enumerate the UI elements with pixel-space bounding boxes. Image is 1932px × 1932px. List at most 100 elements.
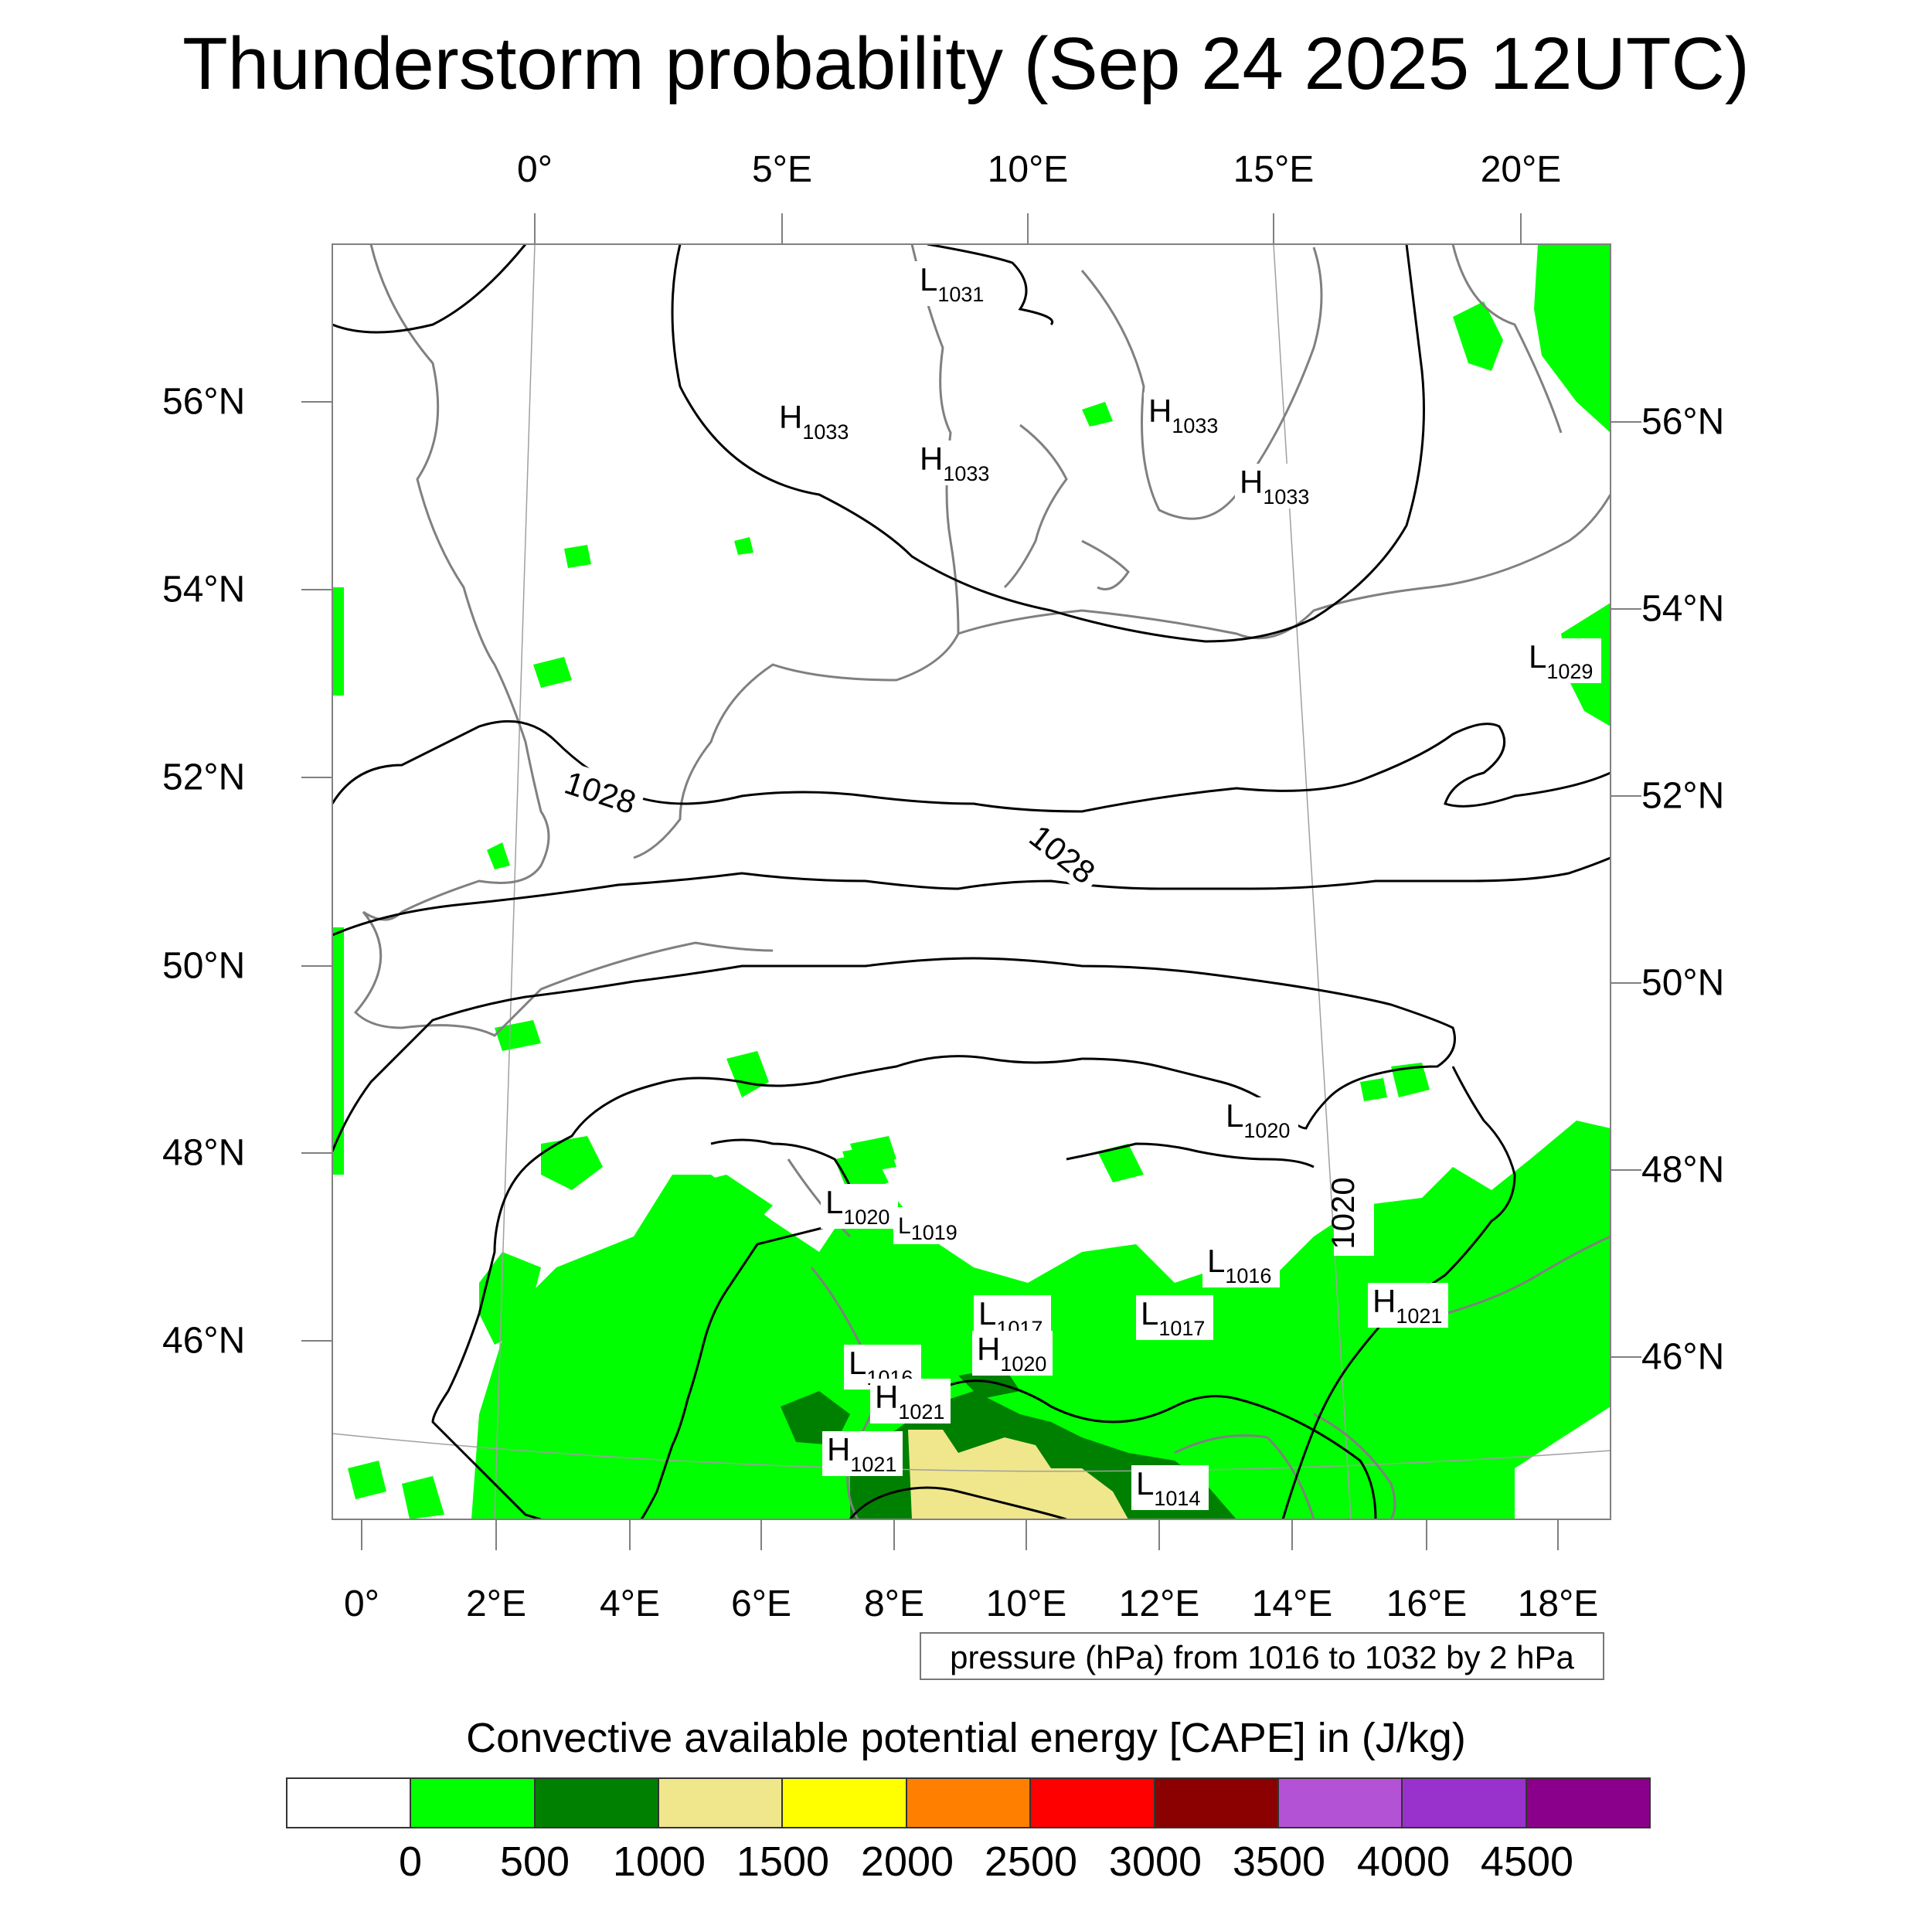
pressure-note: pressure (hPa) from 1016 to 1032 by 2 hP… — [920, 1632, 1604, 1680]
left-lat-label: 54°N — [162, 569, 246, 611]
colorbar — [286, 1777, 1651, 1828]
center-value: 1033 — [1172, 414, 1218, 437]
colorbar-label: 3000 — [1108, 1838, 1202, 1885]
center-type: L — [1226, 1097, 1243, 1134]
right-lat-label: 54°N — [1641, 588, 1725, 630]
center-value: 1029 — [1546, 660, 1593, 683]
colorbar-swatch — [1155, 1779, 1279, 1827]
colorbar-swatch — [535, 1779, 660, 1827]
colorbar-label: 2500 — [984, 1838, 1078, 1885]
center-type: H — [977, 1331, 1000, 1367]
center-value: 1033 — [943, 462, 989, 485]
colorbar-label: 4500 — [1480, 1838, 1574, 1885]
center-value: 1033 — [802, 420, 849, 444]
colorbar-swatch — [783, 1779, 907, 1827]
center-type: L — [849, 1345, 866, 1381]
contour-label: 1020 — [1325, 1177, 1361, 1249]
legend-title: Convective available potential energy [C… — [466, 1715, 1466, 1761]
top-lon-label: 10°E — [987, 149, 1069, 190]
left-lat-label: 46°N — [162, 1320, 246, 1362]
center-type: L — [825, 1184, 843, 1220]
bottom-ticks — [361, 1519, 1559, 1550]
svg-text:L1020: L1020 — [1226, 1097, 1290, 1142]
bottom-lon-label: 12°E — [1118, 1583, 1200, 1624]
right-lat-label: 50°N — [1641, 962, 1725, 1004]
center-type: H — [875, 1379, 898, 1415]
center-value: 1020 — [843, 1206, 889, 1229]
colorbar-swatch — [1278, 1779, 1403, 1827]
center-value: 1021 — [898, 1400, 944, 1423]
svg-text:L1019: L1019 — [898, 1213, 957, 1244]
colorbar-label: 3500 — [1232, 1838, 1326, 1885]
center-type: L — [1141, 1295, 1158, 1332]
bottom-lon-label: 16°E — [1386, 1583, 1468, 1624]
bottom-lon-label: 6°E — [731, 1583, 791, 1624]
top-lon-label: 5°E — [752, 149, 812, 190]
center-value: 1021 — [1396, 1304, 1442, 1328]
center-type: H — [1240, 464, 1263, 500]
right-ticks — [1611, 421, 1641, 1358]
colorbar-swatch — [659, 1779, 784, 1827]
center-value: 1021 — [850, 1453, 896, 1476]
center-type: L — [1207, 1243, 1225, 1279]
center-type: L — [898, 1213, 911, 1239]
pressure-center-labels: L1031 H1033 H1033 H1033 H1033 L1029 L102… — [774, 261, 1601, 1510]
bottom-lon-label: 4°E — [600, 1583, 660, 1624]
center-type: H — [1148, 393, 1172, 429]
svg-text:L1017: L1017 — [1141, 1295, 1205, 1340]
cape-fill-high — [908, 1430, 1128, 1519]
right-lat-label: 48°N — [1641, 1149, 1725, 1191]
svg-text:L1031: L1031 — [920, 261, 984, 306]
svg-text:H1021: H1021 — [1372, 1283, 1442, 1328]
center-value: 1017 — [1158, 1317, 1205, 1340]
bottom-lon-label: 0° — [344, 1583, 379, 1624]
center-type: H — [920, 440, 943, 477]
center-value: 1014 — [1154, 1487, 1200, 1510]
colorbar-label: 1500 — [736, 1838, 830, 1885]
map-frame — [332, 243, 1611, 1520]
svg-text:L1029: L1029 — [1529, 638, 1593, 683]
colorbar-swatch — [906, 1779, 1032, 1827]
svg-text:H1033: H1033 — [1240, 464, 1309, 509]
colorbar-swatch — [287, 1779, 412, 1827]
colorbar-swatch — [1526, 1779, 1649, 1827]
contour-value-labels: 1028 1028 1020 — [553, 760, 1374, 1256]
svg-text:H1021: H1021 — [827, 1431, 896, 1476]
center-value: 1020 — [1243, 1119, 1290, 1142]
center-type: H — [827, 1431, 850, 1468]
colorbar-label: 4000 — [1356, 1838, 1451, 1885]
svg-text:L1014: L1014 — [1136, 1465, 1200, 1510]
top-lon-label: 15°E — [1233, 149, 1315, 190]
colorbar-swatch — [1031, 1779, 1155, 1827]
center-type: L — [1136, 1465, 1154, 1502]
colorbar-label: 2000 — [860, 1838, 954, 1885]
center-value: 1033 — [1263, 485, 1309, 509]
colorbar-swatch — [1403, 1779, 1527, 1827]
bottom-lon-label: 14°E — [1251, 1583, 1333, 1624]
center-type: L — [978, 1295, 996, 1332]
svg-text:L1020: L1020 — [825, 1184, 889, 1229]
top-ticks — [534, 213, 1522, 244]
top-lon-label: 20°E — [1480, 149, 1562, 190]
right-lat-label: 56°N — [1641, 401, 1725, 443]
left-lat-label: 48°N — [162, 1132, 246, 1174]
colorbar-label: 1000 — [612, 1838, 706, 1885]
center-type: H — [1372, 1283, 1396, 1319]
center-value: 1019 — [911, 1221, 957, 1244]
bottom-lon-label: 8°E — [864, 1583, 924, 1624]
center-type: L — [1529, 638, 1546, 675]
bottom-lon-label: 18°E — [1517, 1583, 1599, 1624]
colorbar-label: 0 — [398, 1838, 423, 1885]
svg-text:H1033: H1033 — [920, 440, 989, 485]
center-type: L — [920, 261, 937, 298]
svg-text:H1020: H1020 — [977, 1331, 1046, 1376]
bottom-lon-label: 2°E — [466, 1583, 526, 1624]
coastlines — [353, 244, 1611, 1519]
right-lat-label: 46°N — [1641, 1336, 1725, 1378]
bottom-lon-label: 10°E — [985, 1583, 1067, 1624]
left-ticks — [301, 401, 332, 1342]
chart-title: Thunderstorm probability (Sep 24 2025 12… — [182, 22, 1750, 105]
svg-text:H1033: H1033 — [1148, 393, 1218, 437]
right-lat-label: 52°N — [1641, 775, 1725, 817]
